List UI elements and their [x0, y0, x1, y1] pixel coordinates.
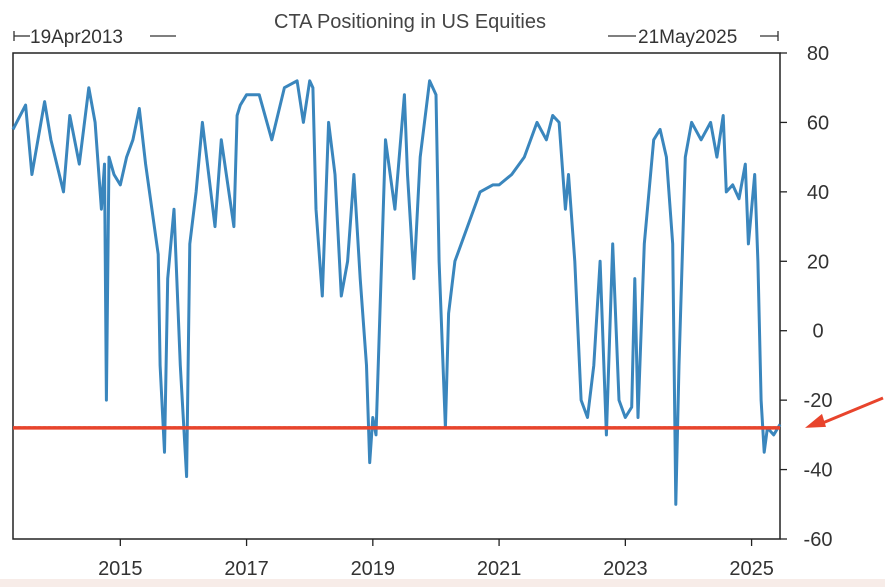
- reference-layer: [13, 396, 884, 430]
- chart-title: CTA Positioning in US Equities: [274, 11, 546, 33]
- x-tick-label: 2015: [98, 558, 143, 580]
- reference-arrow-shaft: [817, 396, 884, 427]
- y-tick-label: -60: [804, 529, 833, 551]
- start-date-marker: 19Apr2013: [13, 27, 176, 48]
- y-tick-label: 20: [807, 251, 829, 273]
- x-tick-label: 2025: [729, 558, 774, 580]
- y-tick-label: 40: [807, 182, 829, 204]
- x-tick-label: 2023: [603, 558, 648, 580]
- series-line-0: [11, 79, 782, 506]
- end-date-marker: 21May2025: [608, 27, 779, 48]
- start-date-label: 19Apr2013: [30, 27, 123, 48]
- series-layer: [11, 79, 782, 506]
- x-tick-label: 2017: [224, 558, 269, 580]
- y-axis-ticks: 80 60 40 20 0 -20 -40 -60: [780, 43, 832, 551]
- y-tick-label: -40: [804, 460, 833, 482]
- end-date-label: 21May2025: [638, 27, 737, 48]
- y-tick-label: -20: [804, 390, 833, 412]
- y-tick-label: 60: [807, 112, 829, 134]
- x-axis-ticks: 2015 2017 2019 2021 2023 2025: [98, 539, 774, 580]
- x-tick-label: 2019: [351, 558, 396, 580]
- y-tick-label: 80: [807, 43, 829, 65]
- plot-area: [12, 52, 781, 540]
- bottom-strip: [0, 579, 885, 587]
- x-tick-label: 2021: [477, 558, 522, 580]
- y-tick-label: 0: [812, 321, 823, 343]
- reference-arrow-head: [805, 413, 826, 428]
